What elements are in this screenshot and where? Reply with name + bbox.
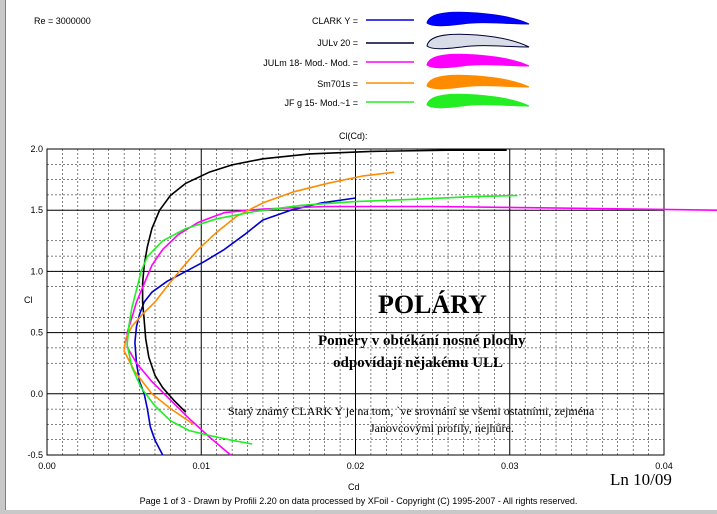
plot-frame xyxy=(46,148,665,456)
legend-profile-jfg-15 xyxy=(426,93,530,109)
y-tick-label: 1.5 xyxy=(30,205,43,215)
x-tick-label: 0.03 xyxy=(501,461,519,471)
series-line-1 xyxy=(141,149,507,413)
chart-title: Cl(Cd): xyxy=(339,131,368,141)
x-tick-label: 0.01 xyxy=(192,461,210,471)
series-line-3 xyxy=(123,171,395,426)
page-footer: Page 1 of 3 - Drawn by Profili 2.20 on d… xyxy=(139,496,578,506)
series-line-2 xyxy=(126,205,717,456)
annotation-line-1: Poměry v obtékání nosné plochy xyxy=(318,333,526,349)
legend-label-julv-20: JULv 20 = xyxy=(317,38,358,48)
reynolds-number-label: Re = 3000000 xyxy=(34,16,91,26)
legend-label-clark-y: CLARK Y = xyxy=(312,16,358,26)
legend-label-jfg-15: JF g 15- Mod.~1 = xyxy=(284,98,358,108)
y-tick-label: -0.5 xyxy=(27,450,43,460)
legend-label-julm-18: JULm 18- Mod.- Mod. = xyxy=(263,58,358,68)
y-tick-label: 2.0 xyxy=(30,144,43,154)
annotation-line-2: odpovídají nějakému ULL xyxy=(333,355,504,371)
window-left-border xyxy=(0,0,6,514)
legend-profile-clark-y xyxy=(426,11,530,27)
x-tick-label: 0.04 xyxy=(655,461,673,471)
y-axis-label: Cl xyxy=(24,295,33,305)
series-line-4 xyxy=(126,194,518,445)
y-tick-label: 1.0 xyxy=(30,266,43,276)
window-bottom-border xyxy=(0,510,717,514)
annotation-tag: Ln 10/09 xyxy=(610,470,672,489)
series-line-0 xyxy=(134,197,356,456)
y-tick-label: 0.5 xyxy=(30,328,43,338)
legend-label-sm701s: Sm701s = xyxy=(317,79,358,89)
x-tick-label: 0.00 xyxy=(38,461,56,471)
annotation-note-2: Janovcovými profily, nejhůře. xyxy=(370,421,514,435)
legend-profile-sm701s xyxy=(426,74,530,90)
x-axis-label: Cd xyxy=(348,482,360,492)
annotation-note-1: Starý známý CLARK Y je na tom, `ve srovn… xyxy=(228,404,595,418)
legend-profile-julv-20 xyxy=(426,33,530,50)
legend-profile-julm-18 xyxy=(426,53,530,69)
y-tick-label: 0.0 xyxy=(30,389,43,399)
x-tick-label: 0.02 xyxy=(347,461,365,471)
annotation-heading: POLÁRY xyxy=(378,290,487,319)
